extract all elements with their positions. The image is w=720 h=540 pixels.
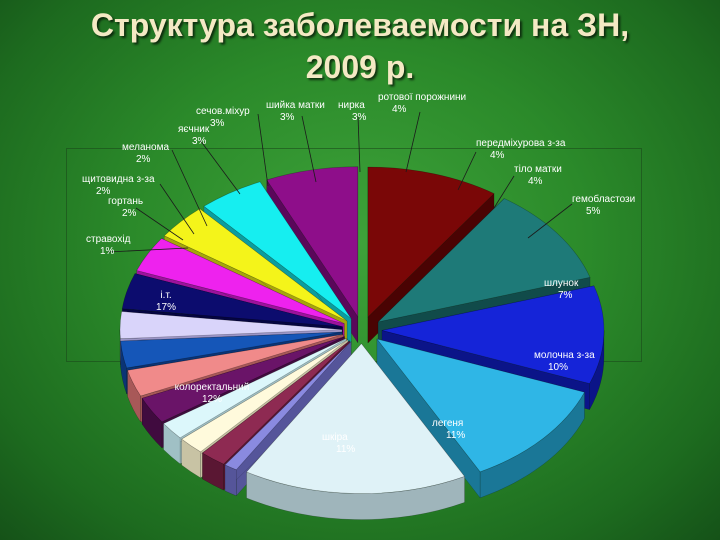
- pie-leader-line: [301, 115, 317, 183]
- pie-slice-value-label: 4%: [392, 104, 407, 115]
- pie-slice-label: шкіра 11%: [322, 432, 355, 455]
- slide-title-line-1: Структура заболеваемости на ЗН,: [90, 7, 630, 43]
- pie-leader-line: [171, 149, 208, 227]
- pie-slice-top: [367, 166, 495, 318]
- pie-slice-top: [201, 340, 350, 465]
- pie-slice-name: стравохід: [86, 234, 131, 245]
- pie-slice-value-label: 3%: [280, 112, 295, 123]
- pie-slice-top: [120, 331, 343, 369]
- pie-slice-label: молочна з-за 10%: [534, 350, 595, 373]
- pie-slice-name: яєчник: [178, 124, 210, 135]
- pie-leader-line: [257, 113, 269, 187]
- pie-slice-value-label: 17%: [156, 302, 176, 313]
- pie-slice-top: [181, 339, 349, 453]
- pie-slice-value-label: 1%: [100, 246, 115, 257]
- pie-slice-label: гортань 2%: [108, 196, 143, 219]
- pie-slice-value-label: 2%: [136, 154, 151, 165]
- pie-slice: [376, 338, 585, 499]
- pie-slice-label: шийка матки 3%: [266, 100, 325, 123]
- pie-leader-line: [135, 207, 184, 241]
- pie-slice-top: [377, 198, 591, 323]
- pie-slice-name: щитовидна з-за: [82, 174, 155, 185]
- pie-slice-label: сечов.міхур 3%: [196, 106, 250, 129]
- slide-title: Структура заболеваемости на ЗН, 2009 р.: [0, 4, 720, 88]
- pie-labels: молочна з-за 10%легеня 11%шкіра 11%колорект…: [82, 92, 635, 455]
- pie-slice-value-label: 4%: [528, 176, 543, 187]
- pie-slice-top: [224, 341, 352, 471]
- pie-slice-top: [163, 208, 348, 322]
- slide-title-line-2: 2009 р.: [305, 49, 415, 85]
- pie-slice-label: щитовидна з-за 2%: [82, 174, 155, 197]
- pie-slice-label: легеня 11%: [432, 418, 465, 441]
- pie-leader-line: [405, 111, 421, 173]
- pie-slice-label: гемобластози 5%: [572, 193, 635, 217]
- pie-leader-line: [357, 115, 361, 173]
- pie-slice-name: тіло матки: [514, 164, 562, 175]
- pie-slice-name: і.т.: [160, 290, 171, 301]
- pie-slice-label: нирка 3%: [338, 100, 367, 123]
- pie-slice-label: передміхурова з-за 4%: [476, 138, 566, 161]
- pie-leader-line: [199, 139, 241, 195]
- pie-slice-top: [203, 181, 352, 319]
- pie-slice-top: [141, 336, 345, 423]
- pie-slice-label: шлунок 7%: [544, 278, 579, 301]
- pie-slice-name: колоректальний: [175, 382, 250, 393]
- pie-slice-name: гемобластози: [572, 193, 635, 205]
- pie-slice-value-label: 11%: [336, 444, 355, 455]
- pie-leader-line: [457, 151, 477, 191]
- pie-slice-name: нирка: [338, 100, 365, 111]
- pie-slice-value-label: 10%: [548, 362, 568, 373]
- pie-slice: [246, 342, 466, 520]
- pie-slice-top: [121, 273, 343, 328]
- pie-slice-top: [127, 334, 344, 397]
- pie-slice-value-label: 2%: [122, 208, 137, 219]
- pie-slice-value-label: 3%: [352, 112, 367, 123]
- pie-slice-top: [163, 338, 347, 439]
- pie-slice-value-label: 4%: [490, 150, 505, 161]
- pie-slice-name: гортань: [108, 196, 143, 207]
- pie-slice-label: і.т. 17%: [156, 290, 176, 313]
- pie-slice-value-label: 12%: [202, 394, 222, 405]
- pie-leader-line: [493, 175, 515, 209]
- pie-slice-value-label: 7%: [558, 290, 573, 301]
- pie-slice-label: тіло матки 4%: [514, 164, 562, 187]
- pie-slice-name: молочна з-за: [534, 350, 595, 361]
- pie-slice-value-label: 2%: [96, 186, 111, 197]
- pie-slice-top: [136, 238, 345, 324]
- pie-slice-top: [119, 311, 343, 339]
- pie-slice-value-label: 3%: [210, 118, 225, 129]
- pie-slice-side: [224, 464, 237, 497]
- pie-slice-value-label: 5%: [586, 206, 601, 217]
- pie-slice-name: шийка матки: [266, 100, 325, 111]
- pie-leader-line: [107, 247, 189, 253]
- pie-slice-label: яєчник 3%: [178, 124, 210, 147]
- pie-slice-name: сечов.міхур: [196, 106, 250, 117]
- pie-slice-name: шлунок: [544, 278, 579, 289]
- pie-slice-top: [376, 338, 585, 473]
- pie-slice-name: шкіра: [322, 432, 348, 443]
- pie-slices: [119, 166, 605, 520]
- pie-slice-top: [246, 343, 466, 494]
- pie-slice-name: ротової порожнини: [378, 92, 466, 103]
- pie-leader-line: [527, 203, 573, 239]
- pie-slice-label: меланома 2%: [122, 142, 169, 165]
- pie-leader-line: [159, 183, 195, 235]
- pie-slice-label: стравохід 1%: [86, 234, 131, 257]
- pie-slice-name: меланома: [122, 142, 169, 153]
- pie-slice-label: ротової порожнини 4%: [378, 92, 466, 115]
- pie-slice-name: легеня: [432, 418, 463, 429]
- pie-slice-value-label: 11%: [446, 430, 465, 441]
- pie-slice-top: [381, 285, 605, 384]
- pie-slice-value-label: 3%: [192, 136, 207, 147]
- pie-slice-label: колоректальний 12%: [175, 382, 250, 405]
- pie-slice-name: передміхурова з-за: [476, 138, 566, 149]
